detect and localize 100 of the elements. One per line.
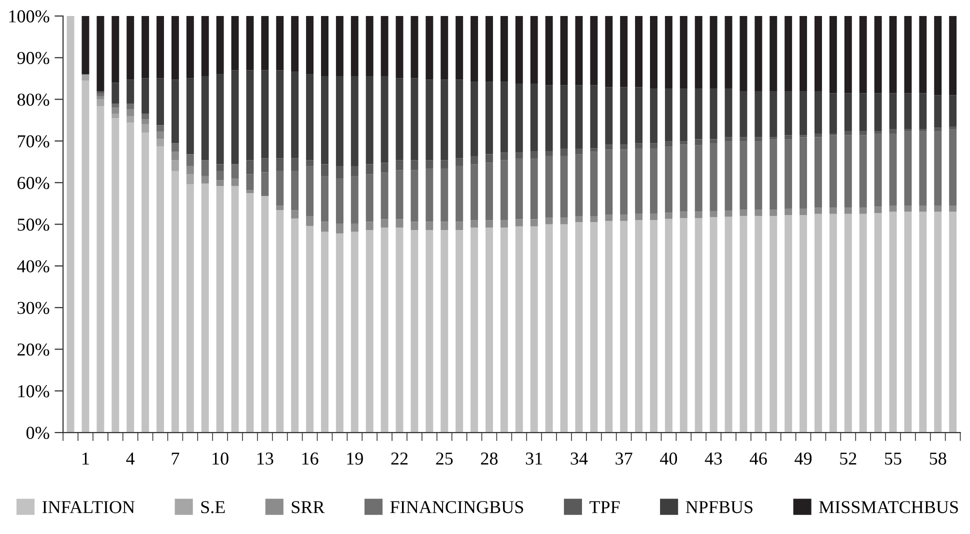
bar — [530, 150, 538, 158]
bar — [650, 88, 658, 144]
bar — [874, 93, 882, 132]
y-tick-label: 60% — [18, 176, 50, 190]
bar — [770, 90, 778, 138]
bar — [844, 208, 852, 214]
bar — [500, 82, 508, 153]
bar — [470, 16, 478, 82]
bar — [800, 215, 808, 433]
bar — [126, 122, 134, 433]
y-tick-label: 100% — [9, 10, 50, 23]
bar — [829, 16, 837, 94]
bar — [306, 74, 314, 160]
bar — [426, 16, 434, 80]
bar — [261, 16, 269, 70]
bar — [306, 160, 314, 166]
bar — [396, 160, 404, 170]
bar — [620, 144, 628, 150]
bar — [859, 135, 867, 208]
bar — [350, 166, 358, 176]
bar — [486, 16, 493, 82]
bar — [710, 143, 718, 211]
bar — [201, 16, 209, 76]
bar — [350, 232, 358, 433]
bar — [814, 137, 822, 208]
bar — [112, 82, 120, 104]
bar — [336, 233, 344, 433]
bar — [112, 108, 120, 114]
bar — [694, 212, 702, 218]
bar — [142, 78, 150, 114]
bar — [859, 208, 867, 214]
bar — [456, 16, 464, 80]
bar — [575, 85, 583, 148]
bar — [889, 93, 897, 130]
bar — [276, 70, 284, 158]
bar — [694, 16, 702, 89]
bar — [635, 220, 643, 433]
bar — [545, 85, 553, 151]
bar — [560, 156, 568, 218]
bar — [904, 212, 912, 433]
y-tick-label: 40% — [17, 260, 50, 272]
legend-label: MISSMATCHBUS — [819, 501, 958, 514]
bar — [186, 16, 194, 78]
bar — [291, 170, 299, 210]
bar — [919, 212, 927, 433]
bar — [216, 74, 224, 164]
bar — [724, 210, 732, 217]
x-tick-label: 16 — [302, 452, 318, 465]
bar — [859, 131, 867, 136]
bar — [620, 220, 628, 433]
bar — [904, 206, 912, 212]
bar — [694, 139, 702, 146]
bar — [156, 16, 164, 78]
bar — [440, 168, 448, 222]
bar — [919, 93, 927, 130]
bar — [291, 158, 299, 171]
bar — [306, 166, 314, 216]
bar — [784, 16, 792, 91]
bar — [456, 166, 464, 222]
bar — [142, 119, 150, 124]
bar — [844, 131, 852, 136]
y-tick-label: 70% — [18, 135, 50, 148]
bar — [380, 228, 388, 433]
bar — [754, 137, 762, 142]
bar — [440, 230, 448, 433]
bar — [142, 124, 150, 133]
bar — [814, 133, 822, 138]
bar — [530, 219, 538, 226]
bar — [126, 109, 134, 116]
bar — [545, 16, 553, 86]
bar — [859, 214, 867, 433]
bar — [410, 78, 418, 160]
bar — [814, 214, 822, 433]
bar — [575, 16, 583, 86]
x-tick-label: 58 — [930, 452, 946, 465]
bar — [515, 226, 523, 433]
bar — [710, 139, 718, 144]
x-tick-label: 43 — [704, 452, 722, 465]
bar — [186, 154, 194, 166]
bar — [426, 222, 434, 230]
bar — [486, 154, 493, 163]
bar — [201, 183, 209, 433]
bar — [934, 206, 942, 212]
bar — [350, 16, 358, 76]
bar — [470, 220, 478, 228]
bar — [680, 212, 688, 218]
bar — [530, 16, 538, 84]
bar — [82, 74, 90, 81]
bar — [814, 90, 822, 134]
bar — [350, 176, 358, 224]
bar — [306, 216, 314, 226]
bar — [859, 16, 867, 94]
bar — [829, 214, 837, 433]
bar — [231, 70, 239, 164]
bar — [919, 206, 927, 212]
bar — [126, 116, 134, 123]
bar — [186, 184, 194, 433]
bar — [380, 172, 388, 220]
bar — [142, 132, 150, 433]
bar — [784, 139, 792, 209]
